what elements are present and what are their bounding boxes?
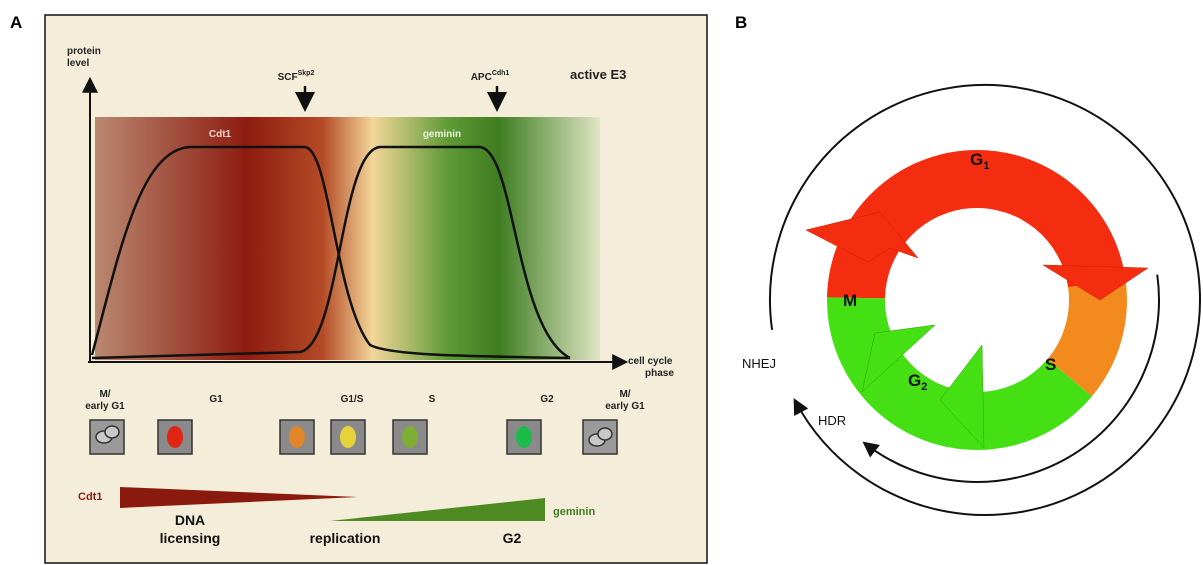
wedge-label: Cdt1 [78,491,102,503]
panel-label: B [735,13,747,32]
phase-label: M [843,291,857,310]
phase-label: early G1 [85,401,125,412]
y-axis-label: level [67,58,89,69]
active-e3: active E3 [570,67,626,82]
repair-label: HDR [818,413,846,428]
phase-label: G1/S [341,394,364,405]
phase-label: G2 [540,394,554,405]
phase-label: early G1 [605,401,645,412]
cycle-arrowhead [1043,265,1148,300]
phase-label: M/ [99,389,110,400]
stage-label: replication [310,530,381,546]
curve-label: Cdt1 [209,129,232,140]
y-axis-label: protein [67,46,101,57]
repair-label: NHEJ [742,356,776,371]
panel-label: A [10,13,22,32]
phase-label: G2 [908,371,927,393]
phase-label: M/ [619,389,630,400]
stage-label: G2 [503,530,522,546]
curve-label: geminin [423,129,461,140]
wedge-label: geminin [553,506,595,518]
phase-label: S [1045,355,1056,374]
cell-images [90,420,617,454]
phase-label: S [429,394,436,405]
x-axis-label: cell cycle [628,356,673,367]
stage-label: DNA [175,512,205,528]
x-axis-label: phase [645,368,674,379]
figure: A protein level cell cycle phase Cdt1 ge… [0,0,1203,565]
stage-label: licensing [160,530,221,546]
page: A protein level cell cycle phase Cdt1 ge… [0,0,1203,565]
phase-label: G1 [209,394,223,405]
